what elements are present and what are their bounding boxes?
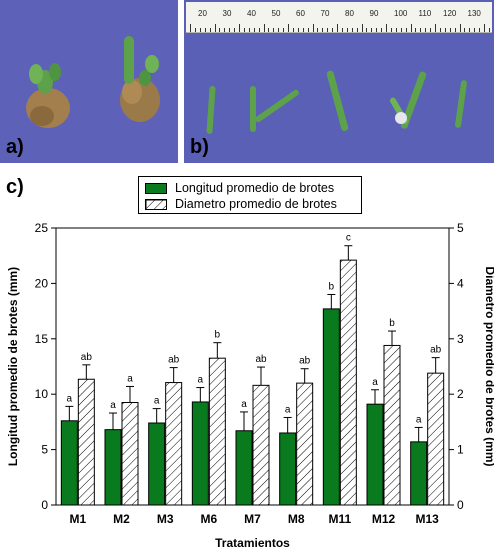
ruler-number: 40: [247, 9, 256, 18]
ruler-number: 50: [271, 9, 281, 18]
y-axis-title-left: Longitud promedio de brotes (mm): [6, 267, 20, 466]
significance-label-longitud: a: [67, 393, 73, 404]
significance-label-longitud: a: [416, 414, 422, 425]
shoot-3: [255, 89, 299, 123]
ruler-number: 90: [369, 9, 379, 18]
panel-a-label: a): [6, 136, 24, 158]
bar-diametro: [208, 357, 226, 506]
y-tick-label-left: 5: [41, 443, 48, 457]
ruler-number: 110: [418, 9, 432, 18]
bar-diametro: [383, 344, 401, 506]
x-tick-label: M3: [157, 512, 174, 526]
photo-panel-a: a): [0, 0, 178, 163]
ruler-number: 120: [443, 9, 457, 18]
bar-diametro: [296, 382, 314, 506]
legend-swatch-hatched: [145, 198, 167, 210]
plantlet-clusters-image: [26, 36, 160, 128]
shoot-2: [250, 86, 256, 132]
bar-longitud: [235, 430, 253, 506]
significance-label-diametro: ab: [299, 356, 311, 367]
bar-longitud: [148, 422, 166, 506]
ruler-number: 80: [345, 9, 354, 18]
panel-b-label: b): [190, 136, 209, 158]
significance-label-longitud: a: [241, 399, 247, 410]
ruler-number: 70: [320, 9, 330, 18]
x-tick-label: M1: [69, 512, 86, 526]
ruler: 20 30 40 50 60 70 80 90 100 110 120 130: [186, 2, 492, 33]
panel-c-label: c): [6, 176, 24, 198]
bar-longitud: [60, 420, 78, 506]
significance-label-diametro: ab: [168, 355, 180, 366]
y-tick-label-right: 0: [457, 498, 464, 512]
significance-label-diametro: b: [215, 330, 221, 341]
significance-label-diametro: ab: [81, 352, 93, 363]
bar-diametro: [165, 382, 183, 506]
legend-label-longitud: Longitud promedio de brotes: [175, 181, 335, 195]
y-tick-label-right: 5: [457, 221, 464, 235]
shoot-5: [400, 71, 427, 129]
x-tick-label: M7: [244, 512, 261, 526]
significance-label-diametro: b: [389, 318, 395, 329]
ruler-number: 20: [198, 9, 207, 18]
x-axis-title: Tratamientos: [215, 536, 290, 550]
legend-label-diametro: Diametro promedio de brotes: [175, 197, 337, 211]
y-tick-label-right: 2: [457, 387, 464, 401]
bar-longitud: [410, 441, 428, 506]
photo-panel-b: 20 30 40 50 60 70 80 90 100 110 120 130 b): [184, 0, 494, 163]
y-tick-label-right: 4: [457, 276, 464, 290]
shoots-image: [206, 70, 467, 134]
bar-diametro: [77, 378, 95, 506]
y-tick-label-right: 3: [457, 332, 464, 346]
significance-label-diametro: a: [127, 373, 133, 384]
y-tick-label-right: 1: [457, 443, 464, 457]
shoot-right: [124, 36, 134, 84]
significance-label-diametro: c: [346, 233, 351, 244]
y-tick-label-left: 20: [35, 276, 49, 290]
y-tick-label-left: 10: [35, 387, 49, 401]
significance-label-longitud: a: [198, 375, 204, 386]
y-tick-label-left: 15: [35, 332, 49, 346]
x-tick-label: M11: [328, 512, 351, 526]
bar-longitud: [366, 403, 384, 506]
shoot-1: [206, 86, 216, 134]
legend-entry-diametro: Diametro promedio de brotes: [145, 197, 337, 211]
significance-label-diametro: ab: [255, 354, 267, 365]
y-tick-label-left: 0: [41, 498, 48, 512]
x-tick-label: M13: [415, 512, 439, 526]
significance-label-longitud: b: [329, 281, 335, 292]
significance-label-longitud: a: [154, 396, 160, 407]
significance-label-longitud: a: [372, 377, 378, 388]
legend-swatch-solid: [145, 182, 167, 194]
legend-entry-longitud: Longitud promedio de brotes: [145, 181, 334, 195]
significance-label-diametro: ab: [430, 345, 442, 356]
significance-label-longitud: a: [110, 400, 116, 411]
shoot-6: [455, 80, 467, 128]
y-axis-title-right: Diametro promedio de brotes (mm): [483, 266, 494, 466]
x-tick-label: M8: [288, 512, 305, 526]
x-tick-label: M12: [372, 512, 396, 526]
bar-longitud: [279, 432, 297, 506]
bar-diametro: [427, 372, 445, 506]
chart-legend: Longitud promedio de brotes Diametro pro…: [138, 176, 362, 214]
ruler-number: 60: [296, 9, 305, 18]
bar-longitud: [322, 308, 340, 506]
ruler-number: 100: [394, 9, 408, 18]
bar-diametro: [339, 259, 357, 506]
bar-diametro: [121, 402, 139, 506]
x-tick-label: M2: [113, 512, 130, 526]
shoot-4: [326, 70, 349, 132]
ruler-number: 130: [467, 9, 481, 18]
bar-diametro: [252, 384, 270, 506]
y-tick-label-left: 25: [35, 221, 49, 235]
significance-label-longitud: a: [285, 404, 291, 415]
ruler-number: 30: [222, 9, 232, 18]
bar-longitud: [191, 401, 209, 506]
x-tick-label: M6: [200, 512, 217, 526]
bar-longitud: [104, 429, 122, 506]
